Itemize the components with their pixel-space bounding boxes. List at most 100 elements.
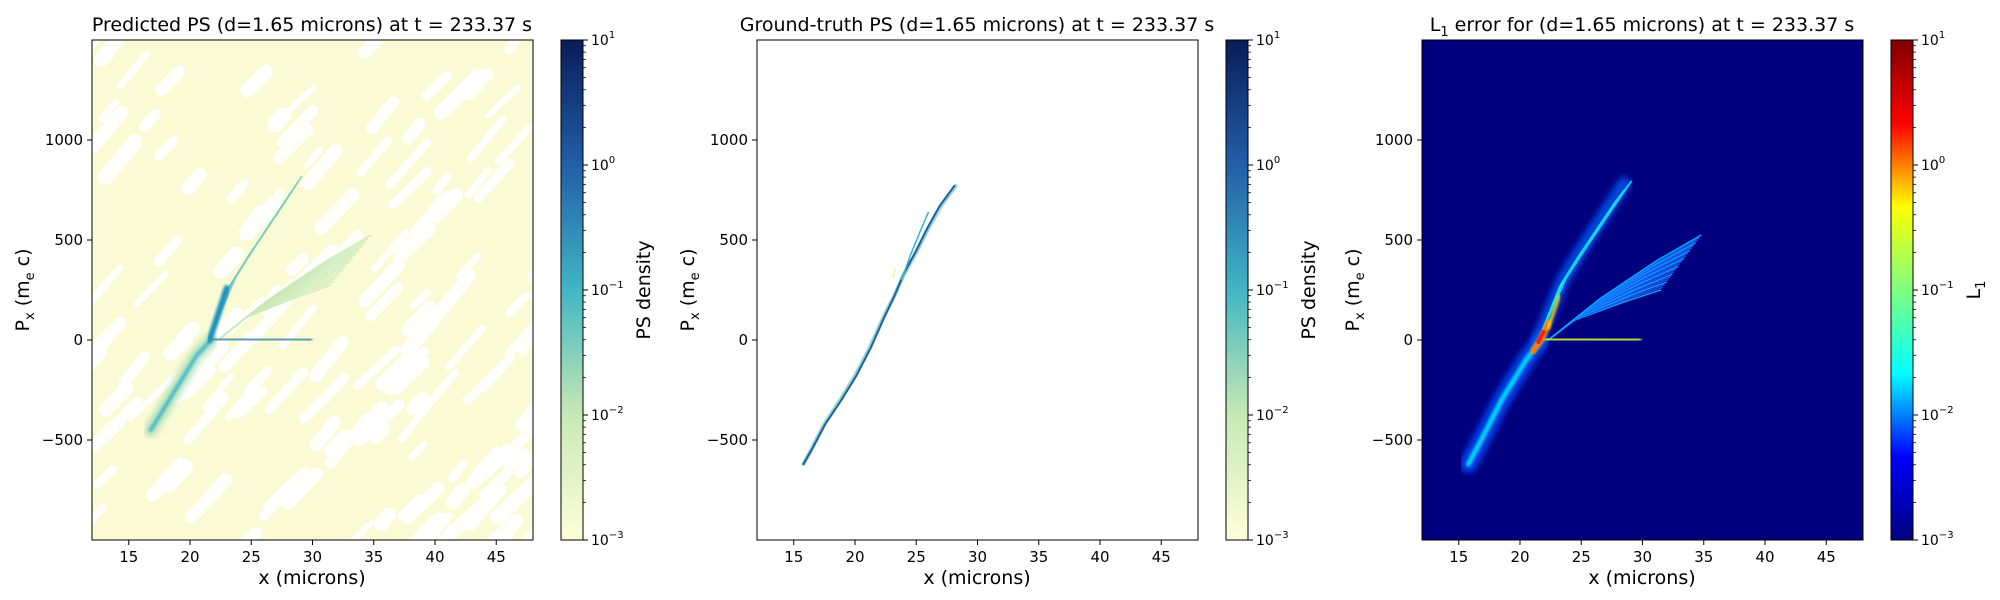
x-tick-label: 30 <box>968 548 987 566</box>
noise-streak <box>504 40 528 54</box>
x-tick-label: 15 <box>784 548 803 566</box>
noise-streak <box>414 368 460 420</box>
x-axis: 15 20 25 30 35 40 45 <box>1449 540 1836 566</box>
noise-streak <box>514 434 533 479</box>
noise-streak <box>303 146 324 170</box>
phase-space-structure <box>801 184 958 466</box>
x-tick-label: 45 <box>1152 548 1171 566</box>
noise-streak <box>183 392 229 445</box>
x-axis: 15 20 25 30 35 40 45 <box>784 540 1171 566</box>
y-tick-label: 500 <box>1384 231 1413 249</box>
x-tick-label: 35 <box>364 548 383 566</box>
noise-streak <box>427 188 463 223</box>
noise-streak <box>92 317 127 364</box>
noise-streak <box>515 388 533 432</box>
y-tick-label: −500 <box>707 431 748 449</box>
x-tick-label: 40 <box>1090 548 1109 566</box>
x-axis: 15 20 25 30 35 40 45 <box>119 540 506 566</box>
y-axis: −500 0 500 1000 <box>707 131 757 449</box>
noise-streak <box>365 282 403 322</box>
colorbar-tick-label: 10−3 <box>1921 530 1954 549</box>
noise-streak <box>309 416 341 452</box>
panel-ground-truth: Ground-truth PS (d=1.65 microns) at t = … <box>677 14 1320 589</box>
horizontal-branch <box>1543 337 1642 342</box>
noise-streak <box>389 355 417 382</box>
colorbar-tick-label: 100 <box>591 155 615 174</box>
x-tick-label: 45 <box>1817 548 1836 566</box>
noise-streak <box>447 459 469 483</box>
noise-streak <box>153 235 183 267</box>
noise-streak <box>214 545 237 570</box>
trace-fragment <box>892 267 897 279</box>
colorbar-label: PS density <box>1298 240 1320 339</box>
colorbar-gradient <box>1225 39 1249 541</box>
colorbar-label: PS density <box>633 240 655 339</box>
phase-space-structure <box>143 175 372 437</box>
colorbar: 10−3 10−2 10−1 100 101 <box>1890 30 1954 549</box>
y-tick-label: 0 <box>738 331 748 349</box>
x-tick-label: 20 <box>845 548 864 566</box>
noise-streak <box>363 401 390 430</box>
noise-streak <box>101 396 143 439</box>
y-axis-label: Px (me c) <box>12 248 38 331</box>
x-axis-label: x (microns) <box>923 567 1030 589</box>
noise-streak <box>367 421 391 444</box>
noise-streak <box>98 381 134 417</box>
noise-streak <box>435 523 456 540</box>
main-branch-core <box>206 285 230 343</box>
noise-streak <box>416 512 448 540</box>
noise-streak <box>272 123 314 164</box>
y-axis-label: Px (me c) <box>1342 248 1368 331</box>
noise-streak <box>92 504 107 534</box>
noise-streak <box>421 70 452 101</box>
y-tick-label: 0 <box>1403 331 1413 349</box>
y-tick-label: 500 <box>719 231 748 249</box>
x-tick-label: 25 <box>1572 548 1591 566</box>
trace-branch <box>900 211 930 281</box>
noise-streak <box>216 307 243 337</box>
colorbar-tick-label: 10−1 <box>591 280 624 299</box>
noise-streak <box>93 40 139 67</box>
noise-streak <box>248 296 292 344</box>
panel-title: Predicted PS (d=1.65 microns) at t = 233… <box>92 14 532 36</box>
x-tick-label: 20 <box>1510 548 1529 566</box>
panel-title: Ground-truth PS (d=1.65 microns) at t = … <box>740 14 1215 36</box>
noise-streak <box>263 467 312 514</box>
noise-streak <box>286 253 309 277</box>
noise-streak <box>276 105 319 148</box>
noise-streak <box>445 483 470 510</box>
noise-streak <box>98 98 120 123</box>
colorbar-tick-label: 10−3 <box>591 530 624 549</box>
noise-streak <box>163 331 194 361</box>
noise-streak <box>133 270 169 308</box>
noise-streak <box>400 312 441 358</box>
y-tick-label: 1000 <box>1375 131 1413 149</box>
noise-streak <box>184 473 233 524</box>
noise-streak <box>353 344 401 390</box>
noise-streak <box>486 513 524 540</box>
noise-streak <box>127 374 177 421</box>
noise-streak <box>501 465 533 520</box>
x-tick-label: 15 <box>1449 548 1468 566</box>
noise-streak <box>189 339 229 380</box>
panel-l1-error: L1 error for (d=1.65 microns) at t = 233… <box>1342 14 1989 589</box>
noise-streak <box>462 353 515 406</box>
noise-streak <box>401 481 445 524</box>
colorbar-tick-label: 10−1 <box>1921 280 1954 299</box>
low-momentum-branch <box>148 338 213 432</box>
noise-streak <box>300 144 343 191</box>
y-tick-label: 1000 <box>710 131 748 149</box>
noise-streak <box>373 507 396 532</box>
noise-streak <box>463 68 494 101</box>
fan-line <box>217 234 372 341</box>
colorbar-tick-label: 101 <box>1256 30 1280 49</box>
colorbar: 10−3 10−2 10−1 100 101 <box>1225 30 1289 549</box>
noise-streak <box>455 252 482 280</box>
noise-streak <box>465 483 507 531</box>
noise-streak <box>371 229 409 272</box>
x-tick-label: 40 <box>425 548 444 566</box>
noise-streak <box>406 391 429 415</box>
noise-streak <box>518 525 533 540</box>
noise-streak <box>154 136 179 161</box>
noise-streak <box>92 264 124 305</box>
